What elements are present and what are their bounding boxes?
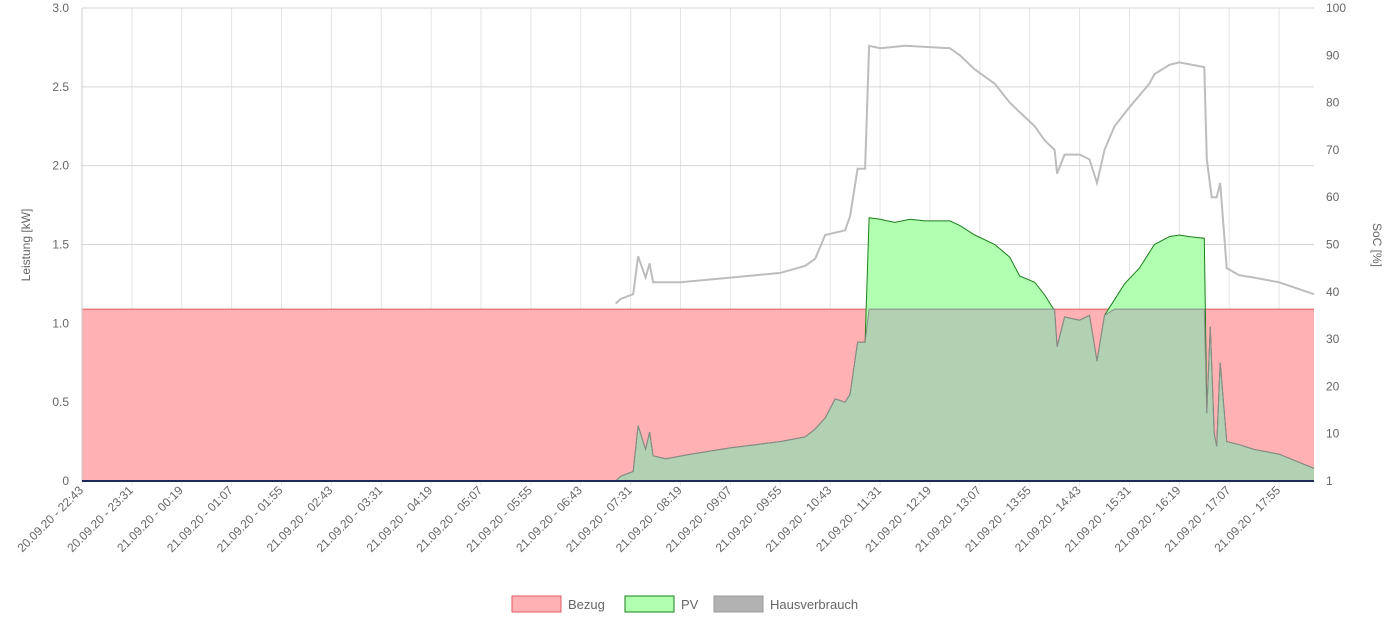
legend-item-pv[interactable]: PV bbox=[624, 595, 699, 613]
y-left-tick-label: 3.0 bbox=[52, 1, 69, 15]
y-left-tick-label: 1.5 bbox=[52, 238, 69, 252]
legend-item-bezug[interactable]: Bezug bbox=[511, 595, 605, 613]
legend-swatch-bezug bbox=[511, 595, 562, 613]
y-right-tick-label: 90 bbox=[1326, 48, 1340, 62]
legend-label-pv: PV bbox=[681, 597, 699, 612]
y-left-tick-label: 2.5 bbox=[52, 80, 69, 94]
y-left-tick-label: 0.5 bbox=[52, 395, 69, 409]
series-soc-line bbox=[615, 44, 1315, 305]
y-right-tick-label: 1 bbox=[1326, 474, 1333, 488]
y-right-tick-label: 70 bbox=[1326, 143, 1340, 157]
legend-swatch-hausverbrauch bbox=[713, 595, 764, 613]
y-axis-left-title: Leistung [kW] bbox=[19, 209, 33, 282]
y-left-tick-label: 2.0 bbox=[52, 159, 69, 173]
y-right-tick-label: 100 bbox=[1326, 1, 1346, 15]
y-right-tick-label: 40 bbox=[1326, 285, 1340, 299]
legend[interactable]: Bezug PV Hausverbrauch bbox=[511, 595, 858, 613]
series-layer bbox=[82, 44, 1315, 482]
y-right-tick-label: 30 bbox=[1326, 332, 1340, 346]
series-hausverbrauch-area bbox=[82, 309, 1314, 481]
legend-label-bezug: Bezug bbox=[568, 597, 605, 612]
y-right-tick-label: 10 bbox=[1326, 427, 1340, 441]
legend-swatch-pv bbox=[624, 595, 675, 613]
y-left-tick-label: 1.0 bbox=[52, 316, 69, 330]
y-axis-right-title: SoC [%] bbox=[1370, 223, 1384, 267]
legend-item-hausverbrauch[interactable]: Hausverbrauch bbox=[713, 595, 858, 613]
legend-label-hausverbrauch: Hausverbrauch bbox=[770, 597, 858, 612]
y-left-tick-label: 0 bbox=[62, 474, 69, 488]
y-right-tick-label: 50 bbox=[1326, 238, 1340, 252]
y-right-tick-label: 60 bbox=[1326, 190, 1340, 204]
series-hausverbrauch-line bbox=[82, 308, 1315, 482]
y-right-tick-label: 20 bbox=[1326, 379, 1340, 393]
y-right-tick-label: 80 bbox=[1326, 96, 1340, 110]
